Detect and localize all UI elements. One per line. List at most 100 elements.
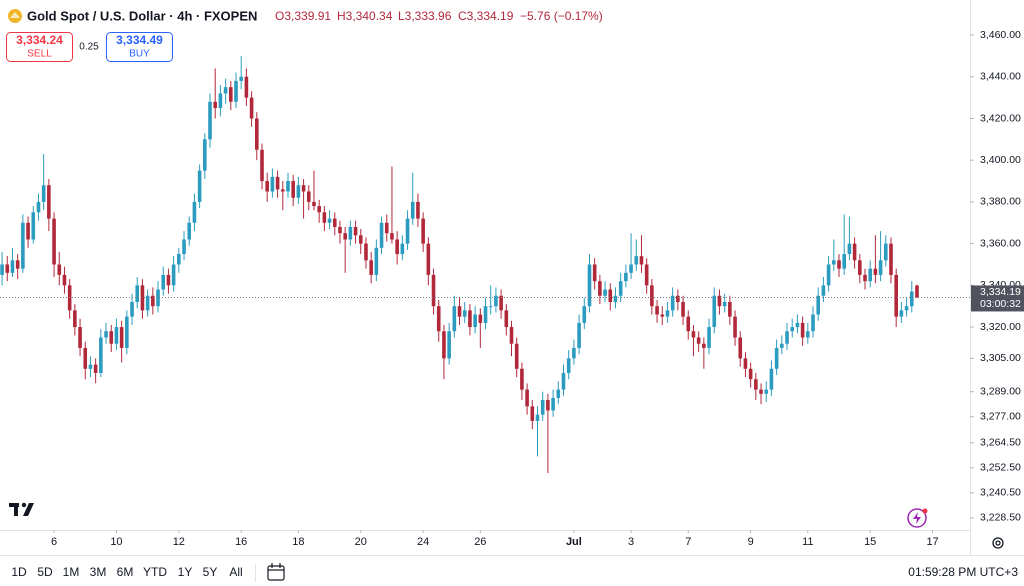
candle-body (535, 414, 540, 421)
candle-body (249, 97, 254, 119)
candle-body (811, 314, 815, 332)
candle-body (743, 358, 748, 369)
candle-body (754, 379, 758, 390)
y-tick-label: 3,380.00 (980, 196, 1021, 208)
candle-body (566, 358, 571, 373)
candle-body (530, 406, 535, 421)
candle-body (525, 389, 529, 407)
candle-body (691, 331, 696, 338)
candle-body (286, 181, 290, 192)
candle-body (364, 243, 368, 261)
tv-logo (9, 502, 34, 516)
sell-price[interactable]: 3,334.24 (16, 33, 63, 47)
candle-body (894, 274, 898, 317)
candle-body (702, 343, 706, 348)
calendar-icon[interactable] (267, 563, 285, 581)
candle-body (306, 191, 311, 202)
candle-body (494, 295, 498, 307)
range-button[interactable]: 6M (117, 565, 134, 579)
range-button[interactable]: 1D (11, 565, 27, 579)
candle-body (821, 285, 826, 296)
candle-body (275, 176, 280, 190)
candle-body (5, 264, 10, 273)
range-button[interactable]: 3M (90, 565, 107, 579)
buy-label[interactable]: BUY (129, 49, 150, 60)
candle-body (358, 235, 363, 244)
candle-body (728, 302, 732, 317)
candle-body (504, 310, 509, 328)
settings-icon[interactable] (992, 537, 1004, 549)
candle-body (171, 264, 176, 286)
buy-button[interactable] (106, 32, 173, 62)
lightning-icon[interactable] (907, 508, 928, 528)
candle-body (317, 206, 321, 213)
candle-body (868, 268, 872, 282)
candle-body (488, 306, 493, 308)
candle-body (265, 181, 269, 192)
chart-title: Gold Spot / U.S. Dollar · 4h · FXOPEN (27, 8, 257, 23)
candle-body (759, 389, 763, 394)
candle-body (301, 185, 306, 192)
y-tick-label: 3,360.00 (980, 237, 1021, 249)
candle-body (36, 201, 41, 213)
ohlc-low: L3,333.96 (398, 9, 452, 23)
candle-body (681, 302, 685, 317)
candle-body (203, 139, 207, 171)
candle-body (62, 274, 67, 286)
candle-body (686, 316, 691, 332)
candle-body (696, 337, 701, 344)
candle-body (57, 264, 62, 275)
y-tick-label: 3,400.00 (980, 154, 1021, 166)
y-tick-label: 3,277.00 (980, 411, 1021, 423)
candle-body (73, 310, 77, 328)
candle-body (603, 289, 607, 296)
candle-body (733, 316, 737, 338)
range-button[interactable]: YTD (143, 565, 167, 579)
candle-body (280, 189, 285, 192)
range-button[interactable]: All (229, 565, 242, 579)
candle-body (270, 176, 275, 192)
candle-body (15, 260, 20, 269)
candle-body (639, 256, 644, 265)
candle-body (608, 289, 613, 303)
range-button[interactable]: 1M (63, 565, 80, 579)
candle-body (629, 264, 633, 273)
candle-body (832, 260, 836, 265)
range-button[interactable]: 5D (37, 565, 53, 579)
candle-body (478, 314, 483, 323)
candle-body (457, 306, 462, 317)
candle-body (83, 347, 88, 369)
x-tick-label: 20 (355, 536, 367, 548)
candle-body (577, 322, 581, 348)
candle-body (915, 285, 919, 298)
candle-body (436, 306, 441, 332)
x-tick-label: 24 (417, 536, 429, 548)
candle-body (125, 316, 129, 348)
x-tick-label: 11 (802, 536, 813, 548)
candle-body (837, 260, 841, 269)
candle-body (254, 118, 259, 150)
ohlc-high: H3,340.34 (337, 9, 393, 23)
candle-body (140, 285, 145, 311)
candle-body (598, 281, 602, 296)
sell-label[interactable]: SELL (27, 49, 52, 60)
range-button[interactable]: 1Y (178, 565, 193, 579)
candle-body (93, 364, 98, 373)
candle-body (889, 243, 893, 275)
x-tick-label: 10 (110, 536, 122, 548)
x-tick-label: 12 (173, 536, 185, 548)
candle-body (223, 87, 228, 94)
candle-body (764, 389, 769, 394)
ohlc-open: O3,339.91 (275, 9, 331, 23)
candle-body (197, 170, 202, 202)
buy-price[interactable]: 3,334.49 (116, 33, 163, 47)
candle-body (327, 218, 332, 223)
candle-body (426, 243, 431, 275)
candle-body (41, 185, 46, 202)
candle-body (400, 243, 405, 255)
range-button[interactable]: 5Y (203, 565, 218, 579)
sell-button[interactable] (6, 32, 73, 62)
candle-body (863, 274, 867, 282)
candle-body (405, 218, 410, 244)
